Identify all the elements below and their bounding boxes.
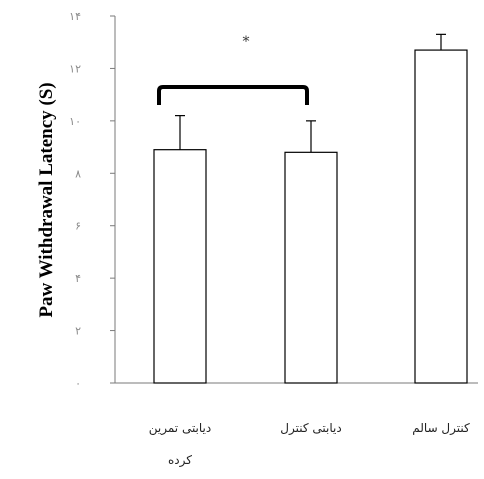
x-tick-label: کنترل سالم xyxy=(412,421,470,436)
significance-marker: * xyxy=(243,34,250,50)
bar xyxy=(153,149,207,384)
annotations: * xyxy=(157,34,309,105)
bar xyxy=(284,151,338,384)
significance-bracket xyxy=(157,85,309,105)
y-tick-label: ٠ xyxy=(75,377,81,390)
y-tick-label: ١٠ xyxy=(69,115,81,128)
y-axis-label: Paw Withdrawal Latency (S) xyxy=(36,82,57,317)
y-tick-label: ۶ xyxy=(75,220,81,233)
x-tick-labels: دیابتی تمرین کرده دیابتی کنترل کنترل سالم xyxy=(149,421,470,468)
y-ticks: ٠ ٢ ۴ ۶ ٨ ١٠ ١٢ ١۴ xyxy=(69,10,115,390)
bar xyxy=(414,49,468,384)
y-tick-label: ١٢ xyxy=(69,62,81,75)
x-tick-label: کرده xyxy=(168,453,192,468)
x-tick-label: دیابتی کنترل xyxy=(280,421,341,436)
y-tick-label: ٨ xyxy=(75,167,81,180)
y-tick-label: ۴ xyxy=(75,272,81,285)
y-tick-label: ١۴ xyxy=(69,10,81,23)
bars xyxy=(153,33,468,384)
y-tick-label: ٢ xyxy=(75,325,81,338)
x-tick-label: دیابتی تمرین xyxy=(149,421,212,436)
